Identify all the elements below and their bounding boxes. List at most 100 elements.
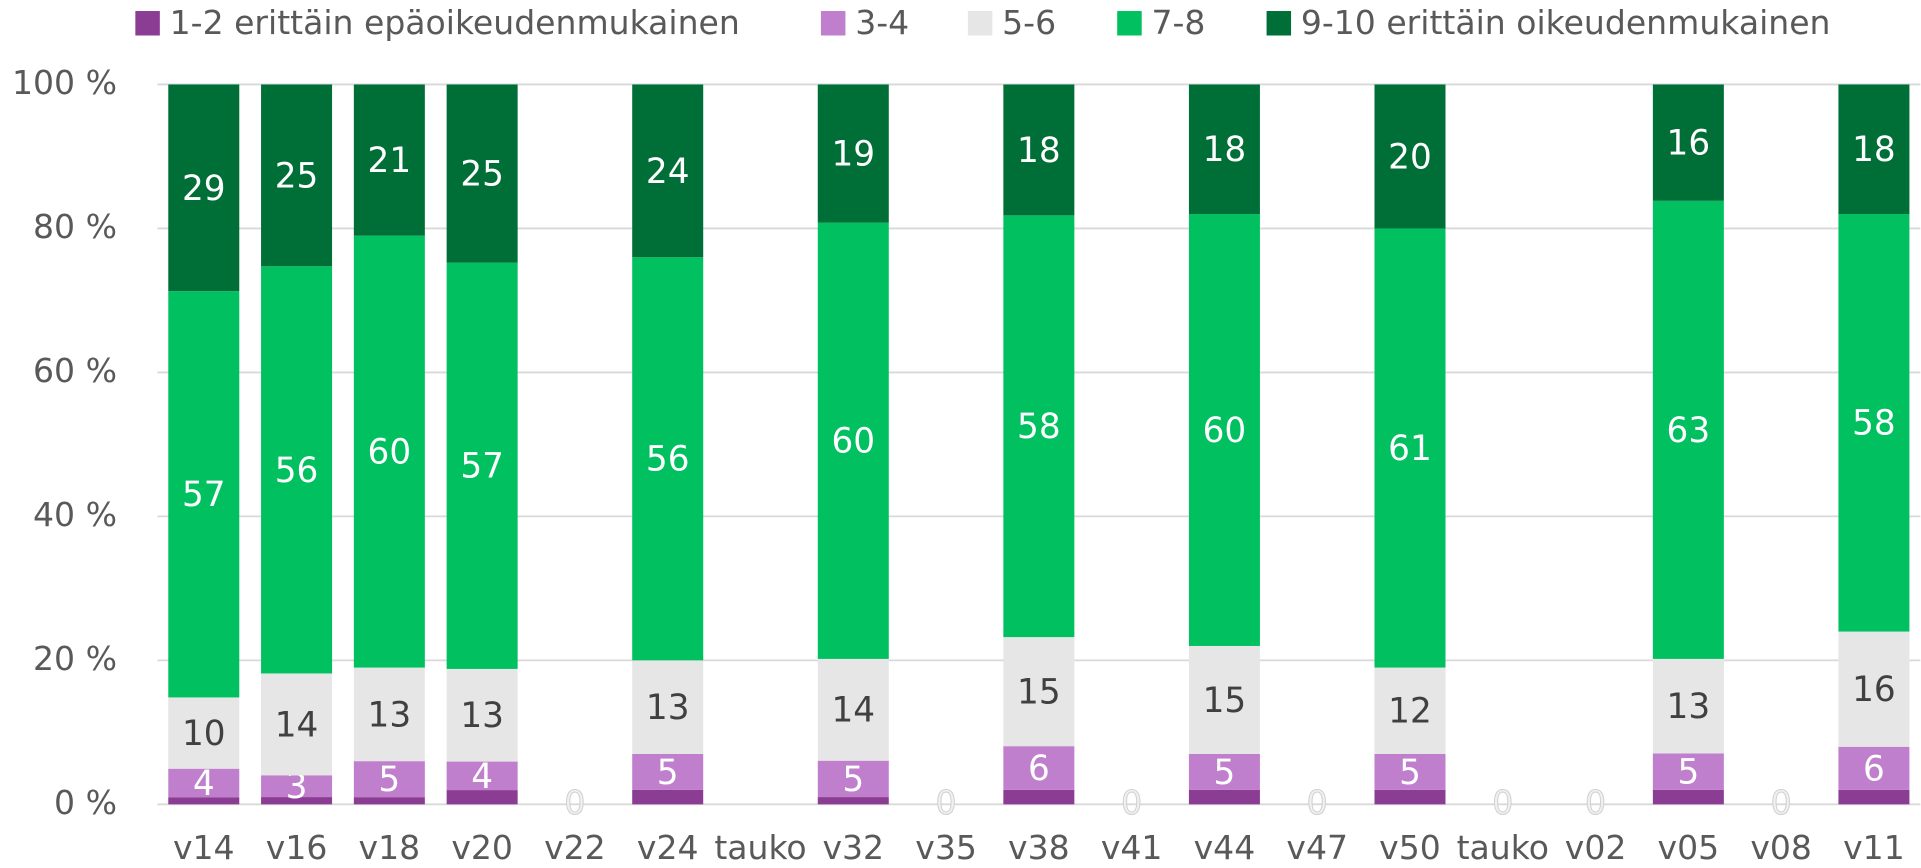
bar-segment [1652, 753, 1724, 790]
data-label: 4 [193, 764, 215, 804]
data-label: 14 [275, 705, 319, 745]
legend-label: 7-8 [1151, 3, 1205, 42]
data-label: 56 [646, 440, 690, 480]
bar-segment [168, 697, 240, 769]
bar-segment [1838, 84, 1910, 215]
data-label: 5 [657, 753, 679, 793]
data-label: 5 [378, 760, 400, 800]
bar-segment [632, 789, 704, 805]
bar-segment [446, 668, 518, 762]
bar-segment [353, 761, 425, 798]
x-tick-label: v32 [822, 828, 884, 867]
data-label: 18 [1017, 131, 1061, 171]
x-tick-label: v22 [544, 828, 606, 867]
bar-segment [168, 291, 240, 698]
data-label: 58 [1017, 407, 1061, 447]
bar-segment [1652, 789, 1724, 805]
bar-segment [353, 84, 425, 236]
data-label: 0 [564, 783, 585, 822]
x-tick-label: v20 [451, 828, 513, 867]
data-label: 16 [1852, 670, 1896, 710]
y-tick-label: 20 % [33, 639, 117, 678]
bar-segment [1188, 214, 1260, 646]
bar-segment [1374, 228, 1446, 668]
bar-segment [353, 797, 425, 805]
y-tick-label: 60 % [33, 351, 117, 390]
bar-segment [817, 797, 889, 805]
bar-segment [632, 84, 704, 258]
data-label: 15 [1203, 681, 1247, 721]
data-label: 15 [1017, 673, 1061, 713]
data-label: 0 [1492, 783, 1513, 822]
bar-segment [1652, 84, 1724, 201]
data-label: 24 [646, 152, 690, 192]
bar-segment [1374, 667, 1446, 754]
x-tick-label: v24 [637, 828, 699, 867]
bar-segment [632, 753, 704, 790]
x-tick-label: v41 [1101, 828, 1163, 867]
bar-segment [1188, 789, 1260, 805]
bar-segment [261, 673, 333, 776]
bar-segment [1838, 789, 1910, 805]
data-label: 14 [831, 691, 875, 731]
bar-segment [1374, 789, 1446, 805]
data-label: 5 [1214, 753, 1236, 793]
data-label: 57 [460, 447, 504, 487]
data-label: 12 [1388, 692, 1432, 732]
bar-segment [1003, 637, 1075, 747]
data-label: 56 [275, 451, 319, 491]
bar-segment [261, 797, 333, 805]
bar-segment [817, 658, 889, 761]
data-label: 6 [1863, 749, 1885, 789]
data-label: 4 [471, 757, 493, 797]
y-tick-label: 0 % [54, 783, 117, 822]
x-tick-label: v14 [173, 828, 235, 867]
bar-segment [1188, 645, 1260, 754]
legend-swatch [1266, 11, 1292, 36]
legend-swatch [1117, 11, 1142, 36]
bar-segment [353, 667, 425, 762]
legend-label: 1-2 erittäin epäoikeudenmukainen [170, 3, 740, 42]
legend-label: 5-6 [1002, 3, 1056, 42]
data-label: 18 [1203, 130, 1247, 170]
bar-segment [446, 262, 518, 669]
bar-segment [1838, 631, 1910, 747]
bar-segment [1374, 753, 1446, 790]
x-tick-label: v47 [1286, 828, 1348, 867]
bar-segment [1188, 753, 1260, 790]
data-label: 16 [1667, 124, 1711, 164]
bar-segment [261, 84, 333, 267]
legend-swatch [135, 11, 160, 36]
data-label: 58 [1852, 404, 1896, 444]
bar-segment [632, 257, 704, 661]
bar-segment [261, 775, 333, 798]
data-label: 13 [460, 696, 504, 736]
data-label: 21 [368, 141, 412, 181]
x-tick-label: v02 [1565, 828, 1627, 867]
x-tick-label: v44 [1194, 828, 1256, 867]
data-label: 6 [1028, 749, 1050, 789]
data-label: 60 [1203, 411, 1247, 451]
data-label: 0 [1307, 783, 1328, 822]
legend-label: 9-10 erittäin oikeudenmukainen [1301, 3, 1831, 42]
data-label: 20 [1388, 137, 1432, 177]
x-tick-label: v16 [266, 828, 328, 867]
data-label: 19 [831, 135, 875, 175]
data-label: 13 [646, 688, 690, 728]
data-label: 25 [460, 155, 504, 195]
data-label: 18 [1852, 130, 1896, 170]
data-label: 57 [182, 475, 226, 515]
bar-segment [446, 84, 518, 263]
data-label: 10 [182, 714, 226, 754]
data-label: 25 [275, 156, 319, 196]
bar-segment [1003, 789, 1075, 805]
data-label: 29 [182, 169, 226, 209]
bar-segment [353, 235, 425, 668]
y-tick-label: 40 % [33, 495, 117, 534]
data-label: 63 [1667, 411, 1711, 451]
bar-segment [1374, 84, 1446, 229]
data-label: 0 [1585, 783, 1606, 822]
bar-segment [1003, 215, 1075, 638]
bar-segment [1838, 214, 1910, 632]
